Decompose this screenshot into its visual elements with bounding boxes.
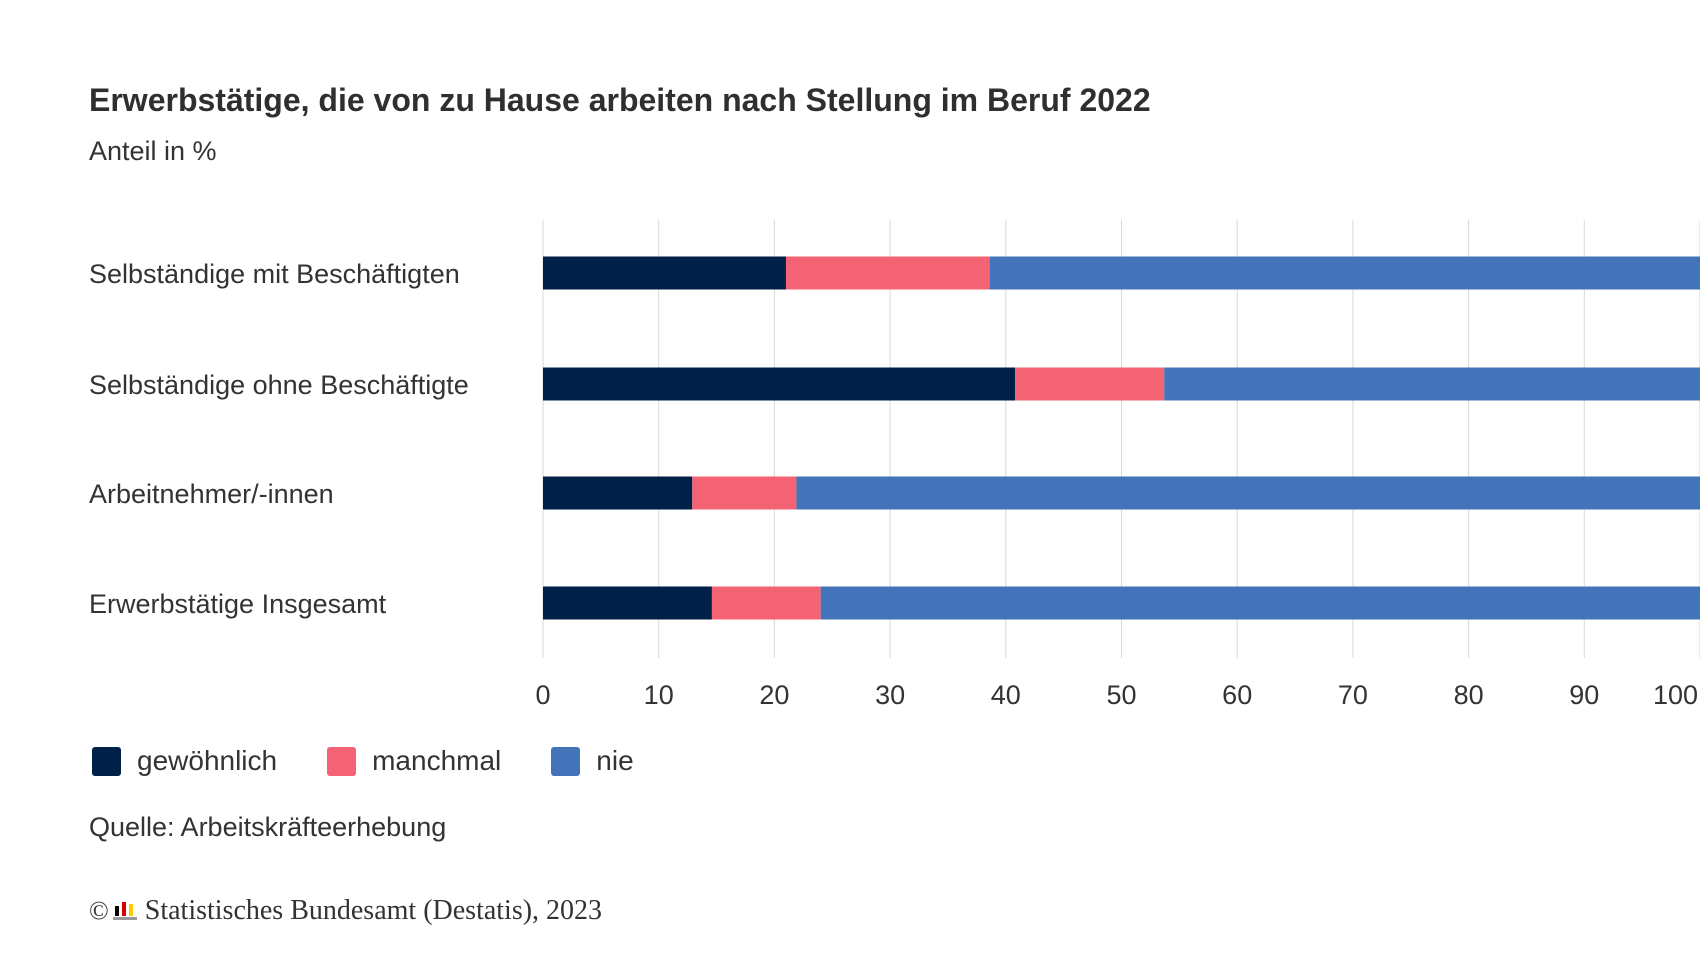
bars <box>543 256 1700 620</box>
x-tick-label: 100 <box>1653 680 1698 710</box>
legend-swatch-manchmal <box>327 746 357 776</box>
x-axis-tick-labels: 0 10 20 30 40 50 60 70 80 90 100 <box>535 680 1698 710</box>
x-tick-label: 50 <box>1106 680 1136 710</box>
chart-subtitle: Anteil in % <box>89 136 217 166</box>
grid-lines <box>542 220 1700 658</box>
copyright-line: © Statistisches Bundesamt (Destatis), 20… <box>89 895 602 927</box>
copyright-text: Statistisches Bundesamt (Destatis), 2023 <box>144 895 603 926</box>
source-note: Quelle: Arbeitskräfteerhebung <box>89 812 447 842</box>
category-label: Selbständige ohne Beschäftigte <box>89 370 469 400</box>
legend-swatch-nie <box>551 746 581 776</box>
bar-segment[interactable] <box>785 256 990 290</box>
category-label: Selbständige mit Beschäftigten <box>89 259 460 289</box>
x-tick-label: 80 <box>1454 680 1484 710</box>
category-label: Erwerbstätige Insgesamt <box>89 589 387 619</box>
bar-segment[interactable] <box>692 476 797 510</box>
destatis-logo-icon <box>112 902 137 920</box>
x-tick-label: 30 <box>875 680 905 710</box>
bar-segment[interactable] <box>543 367 1016 401</box>
bar-segment[interactable] <box>711 586 821 620</box>
bar-segment[interactable] <box>796 476 1700 510</box>
bar-segment[interactable] <box>1015 367 1165 401</box>
x-tick-label: 40 <box>991 680 1021 710</box>
bar-segment[interactable] <box>989 256 1700 290</box>
copyright-symbol: © <box>89 896 109 925</box>
chart-title: Erwerbstätige, die von zu Hause arbeiten… <box>89 82 1151 118</box>
bar-segment[interactable] <box>820 586 1700 620</box>
legend: gewöhnlich manchmal nie <box>92 745 684 777</box>
legend-item-gewoehnlich[interactable]: gewöhnlich <box>92 745 277 777</box>
category-label: Arbeitnehmer/-innen <box>89 479 334 509</box>
x-tick-label: 20 <box>759 680 789 710</box>
legend-label-nie: nie <box>596 745 634 776</box>
bar-segment[interactable] <box>543 586 712 620</box>
legend-item-manchmal[interactable]: manchmal <box>327 745 501 777</box>
x-tick-label: 70 <box>1338 680 1368 710</box>
bar-segment[interactable] <box>1164 367 1700 401</box>
legend-label-gewoehnlich: gewöhnlich <box>137 745 278 776</box>
category-labels: Selbständige mit Beschäftigten Selbständi… <box>89 259 469 619</box>
x-tick-label: 90 <box>1569 680 1599 710</box>
legend-swatch-gewoehnlich <box>92 746 121 776</box>
bar-segment[interactable] <box>543 476 693 510</box>
bar-chart: Selbständige mit Beschäftigten Selbständi… <box>89 220 1700 710</box>
x-tick-label: 10 <box>644 680 674 710</box>
bar-segment[interactable] <box>543 256 786 290</box>
legend-label-manchmal: manchmal <box>372 745 502 776</box>
legend-item-nie[interactable]: nie <box>551 745 634 777</box>
x-tick-label: 0 <box>535 680 550 710</box>
x-tick-label: 60 <box>1222 680 1252 710</box>
